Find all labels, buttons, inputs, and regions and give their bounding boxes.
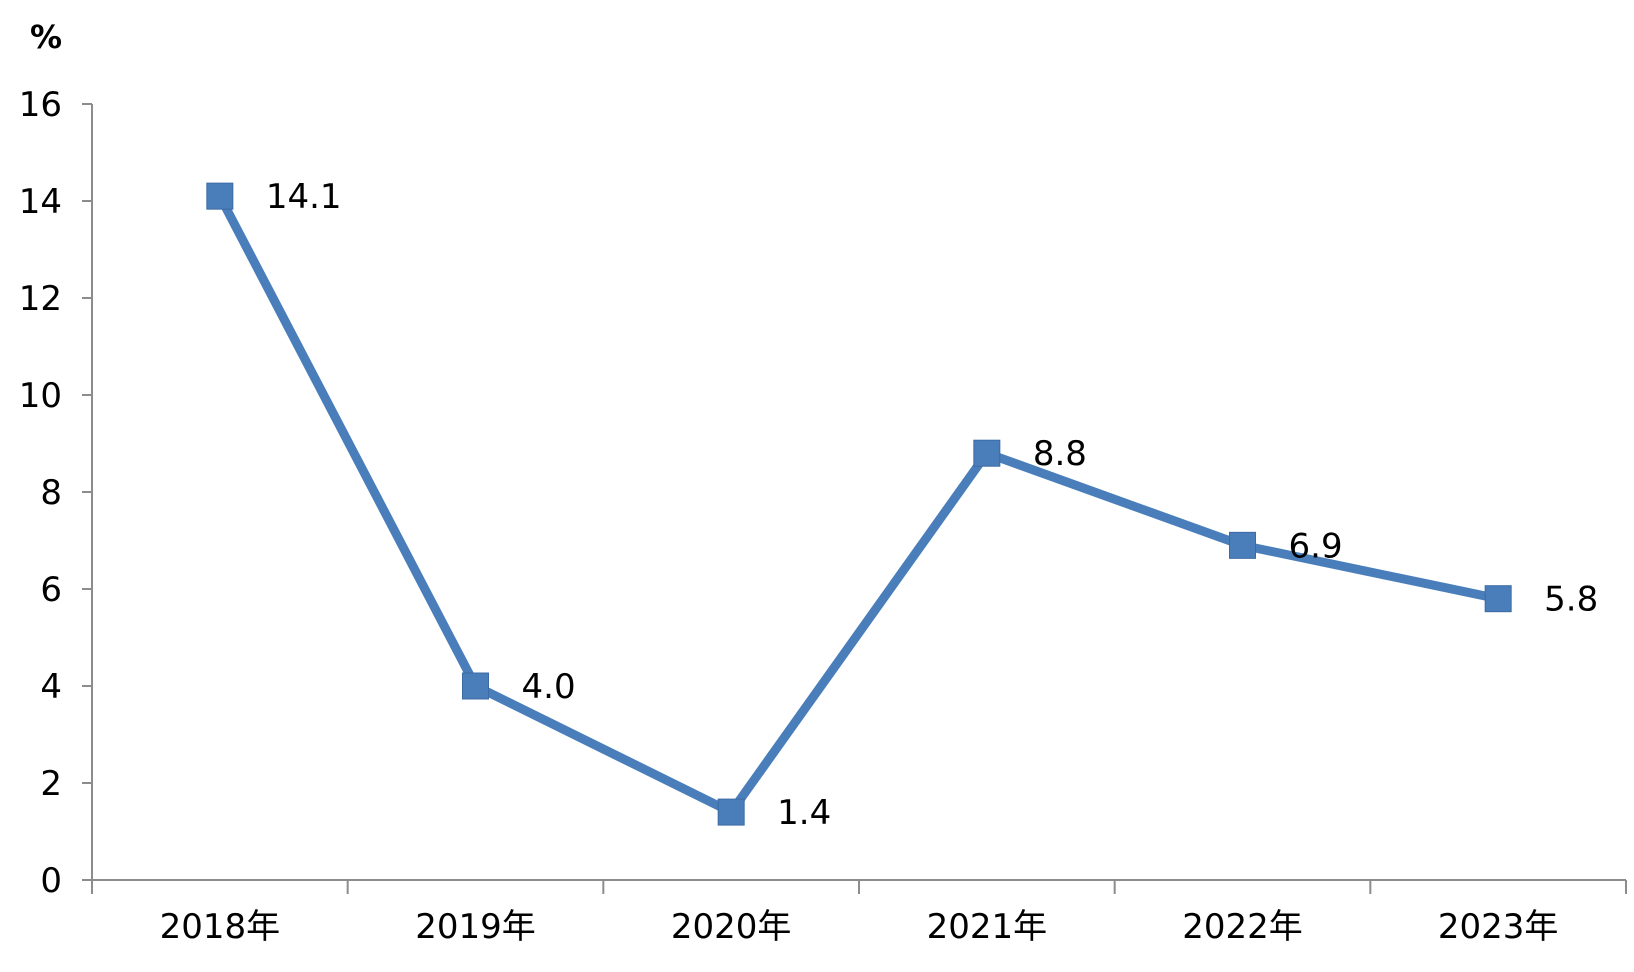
- x-tick-label: 2019年: [415, 907, 536, 947]
- data-label: 5.8: [1544, 580, 1598, 620]
- y-tick-label: 12: [19, 279, 62, 319]
- data-label: 4.0: [522, 667, 576, 707]
- y-tick-label: 8: [40, 473, 62, 513]
- series-group: [206, 182, 1512, 826]
- data-point-marker: [1484, 585, 1512, 613]
- data-point-marker: [1229, 531, 1256, 559]
- y-tick-label: 14: [19, 182, 62, 222]
- x-tick-label: 2021年: [927, 907, 1048, 947]
- data-point-marker: [973, 439, 1001, 467]
- data-point-marker: [206, 182, 234, 210]
- data-label: 14.1: [266, 177, 342, 217]
- y-tick-label: 0: [40, 861, 62, 901]
- y-tick-label: 2: [40, 764, 62, 804]
- data-label: 6.9: [1289, 526, 1343, 566]
- data-point-marker: [462, 672, 489, 700]
- y-tick-label: 10: [19, 376, 62, 416]
- y-ticks: 0 2 4 6 8 10 12 14 16: [19, 85, 92, 901]
- axes: [91, 104, 1626, 881]
- data-point-marker: [717, 798, 745, 826]
- x-ticks: 2018年 2019年 2020年 2021年 2022年 2023年: [91, 880, 1627, 947]
- x-tick-label: 2018年: [160, 907, 281, 947]
- x-tick-label: 2022年: [1182, 907, 1303, 947]
- data-label: 8.8: [1033, 434, 1087, 474]
- data-labels: 14.1 4.0 1.4 8.8 6.9 5.8: [266, 177, 1598, 833]
- y-unit-label: %: [30, 18, 62, 56]
- x-tick-label: 2020年: [671, 907, 792, 947]
- x-tick-label: 2023年: [1438, 907, 1559, 947]
- data-label: 1.4: [777, 793, 831, 833]
- y-tick-label: 4: [40, 667, 62, 707]
- y-tick-label: 16: [19, 85, 62, 125]
- series-line: [215, 191, 1503, 817]
- y-tick-label: 6: [40, 570, 62, 610]
